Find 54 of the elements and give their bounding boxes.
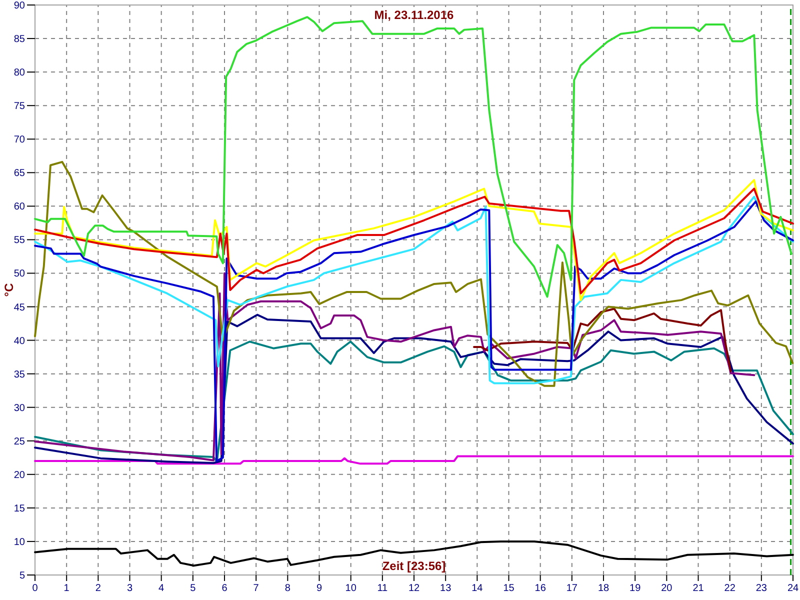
y-tick-label: 20 — [14, 470, 26, 481]
y-tick-label: 65 — [14, 168, 26, 180]
x-tick-label: 11 — [377, 583, 388, 594]
y-tick-label: 85 — [14, 34, 26, 46]
y-axis-title: °C — [2, 282, 16, 297]
y-tick-label: 75 — [14, 101, 26, 112]
x-tick-label: 8 — [284, 583, 291, 594]
x-tick-label: 23 — [756, 583, 768, 594]
y-tick-label: 30 — [14, 402, 26, 414]
y-tick-label: 10 — [14, 536, 26, 548]
line-series — [34, 196, 794, 384]
y-tick-label: 35 — [14, 369, 26, 380]
x-axis-title: Zeit [23:56] — [382, 559, 446, 573]
x-tick-label: 21 — [692, 583, 704, 594]
y-tick-label: 55 — [14, 235, 26, 246]
line-series — [34, 200, 794, 462]
x-tick-label: 5 — [190, 583, 196, 594]
y-tick-label: 80 — [14, 68, 26, 79]
x-tick-label: 24 — [787, 583, 799, 594]
x-tick-label: 19 — [630, 583, 642, 594]
x-tick-label: 4 — [158, 583, 165, 594]
x-tick-label: 6 — [222, 583, 228, 594]
line-series — [34, 160, 794, 387]
y-tick-label: 70 — [14, 134, 26, 146]
y-tick-label: 45 — [14, 302, 26, 314]
x-tick-label: 22 — [724, 583, 736, 594]
x-tick-label: 12 — [408, 583, 420, 594]
x-tick-label: 3 — [126, 583, 133, 594]
x-tick-label: 1 — [64, 583, 70, 594]
x-tick-label: 18 — [598, 583, 610, 594]
x-tick-label: 16 — [534, 583, 546, 594]
x-tick-label: 20 — [661, 583, 673, 594]
line-series — [34, 340, 794, 463]
x-tick-label: 15 — [503, 583, 515, 594]
y-tick-label: 15 — [14, 503, 26, 514]
y-tick-label: 90 — [14, 0, 26, 12]
y-tick-label: 50 — [14, 268, 26, 280]
line-series — [34, 272, 756, 462]
line-series — [34, 314, 794, 464]
y-tick-label: 40 — [14, 336, 26, 347]
x-tick-label: 9 — [316, 583, 322, 594]
x-tick-label: 13 — [440, 583, 452, 594]
x-tick-label: 10 — [345, 583, 357, 594]
x-tick-label: 17 — [566, 583, 578, 594]
x-tick-label: 14 — [472, 583, 484, 594]
line-series — [34, 455, 794, 465]
x-tick-label: 7 — [253, 583, 260, 594]
y-tick-label: 25 — [14, 436, 26, 448]
line-series — [473, 308, 732, 372]
chart-title: Mi, 23.11.2016 — [374, 8, 454, 22]
y-tick-label: 60 — [14, 202, 26, 213]
y-tick-label: 5 — [19, 570, 26, 582]
x-tick-label: 0 — [32, 583, 38, 594]
x-tick-label: 2 — [95, 583, 102, 594]
